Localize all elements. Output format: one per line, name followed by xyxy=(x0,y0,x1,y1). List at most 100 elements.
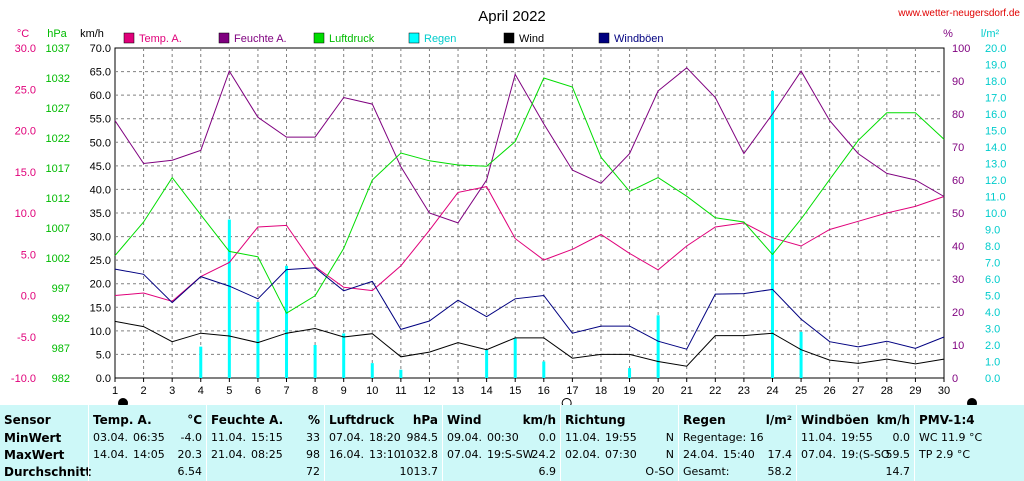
humidity-tick-label: 80 xyxy=(952,109,964,121)
x-tick-label: 27 xyxy=(852,385,864,397)
wind-tick-label: 10.0 xyxy=(90,326,111,338)
pressure-unit: hPa xyxy=(412,413,438,427)
humidity-tick-label: 20 xyxy=(952,307,964,319)
x-tick-label: 19 xyxy=(623,385,635,397)
rain-bar xyxy=(199,346,203,378)
rain-bars xyxy=(199,90,803,379)
new-moon-icon xyxy=(118,398,128,405)
temp-max-value: 20.3 xyxy=(177,448,203,461)
humidity-min-date: 11.04. xyxy=(211,431,246,444)
rain-bar xyxy=(399,369,403,378)
pressure-tick-label: 997 xyxy=(52,283,70,295)
gust-column: Windböen km/h 11.04. 19:55 0.0 07.04. 19:(S-… xyxy=(797,405,914,481)
x-tick-label: 12 xyxy=(423,385,435,397)
rain-tick-label: 20.0 xyxy=(985,43,1006,55)
temp-tick-label: 10.0 xyxy=(15,208,36,220)
temp-tick-label: 25.0 xyxy=(15,84,36,96)
rain-tick-label: 4.0 xyxy=(985,307,1000,319)
humidity-min-time: 15:15 xyxy=(251,431,283,444)
rain-tick-label: 0.0 xyxy=(985,373,1000,385)
new-moon-icon xyxy=(967,398,977,405)
temp-tick-label: 5.0 xyxy=(21,249,36,261)
x-tick-label: 30 xyxy=(938,385,950,397)
wind-tick-label: 15.0 xyxy=(90,302,111,314)
humidity-tick-label: 50 xyxy=(952,208,964,220)
x-tick-label: 1 xyxy=(112,385,118,397)
temp-average: 6.54 xyxy=(177,465,203,478)
x-tick-label: 29 xyxy=(909,385,921,397)
rain-bar xyxy=(770,90,774,379)
rain-bar xyxy=(628,368,632,378)
wind-tick-label: 35.0 xyxy=(90,208,111,220)
temp-min-time: 06:35 xyxy=(133,431,165,444)
temp-column: Temp. A. °C 03.04. 06:35 -4.0 14.04. 14:05 20… xyxy=(89,405,206,481)
humidity-tick-label: 0 xyxy=(952,373,958,385)
x-tick-label: 24 xyxy=(766,385,778,397)
pressure-line xyxy=(114,77,945,314)
wind-unit: km/h xyxy=(522,413,556,427)
temp-max-date: 14.04. xyxy=(93,448,128,461)
humidity-tick-label: 90 xyxy=(952,76,964,88)
chart-title: April 2022 xyxy=(478,8,546,25)
humidity-tick-label: 70 xyxy=(952,142,964,154)
legend-label: Luftdruck xyxy=(329,33,375,45)
temp-min-date: 03.04. xyxy=(93,431,128,444)
wind-tick-label: 65.0 xyxy=(90,67,111,79)
direction-header: Richtung xyxy=(565,413,626,427)
moon-phases xyxy=(118,398,977,405)
x-tick-label: 4 xyxy=(198,385,204,397)
rain-tick-label: 10.0 xyxy=(985,208,1006,220)
x-axis: 1 2 3 4 5 6 7 8 9 10 11 12 13 14 15 16 17 18 19 20 21 22 23 24 2… xyxy=(112,378,950,397)
rain-axis-unit: l/m² xyxy=(981,28,1000,40)
x-tick-label: 22 xyxy=(709,385,721,397)
pressure-tick-label: 992 xyxy=(52,313,70,325)
pressure-header: Luftdruck xyxy=(329,413,395,427)
pressure-tick-label: 1017 xyxy=(46,163,70,175)
pressure-tick-label: 1032 xyxy=(46,73,70,85)
rain-tick-label: 6.0 xyxy=(985,274,1000,286)
rain-tick-label: 17.0 xyxy=(985,93,1006,105)
wind-tick-label: 60.0 xyxy=(90,90,111,102)
rain-max-time: 15:40 xyxy=(723,448,755,461)
rain-days: Regentage: 16 xyxy=(683,431,764,444)
pressure-column: Luftdruck hPa 07.04. 18:20 984.5 16.04. 13:1… xyxy=(325,405,442,481)
x-tick-label: 25 xyxy=(795,385,807,397)
humidity-min-value: 33 xyxy=(306,431,320,444)
website-link[interactable]: www.wetter-neugersdorf.de xyxy=(897,8,1020,19)
temp-max-time: 14:05 xyxy=(133,448,165,461)
pressure-tick-label: 987 xyxy=(52,343,70,355)
x-tick-label: 5 xyxy=(226,385,232,397)
wind-max-value: 24.2 xyxy=(531,448,557,461)
gust-average: 14.7 xyxy=(885,465,911,478)
x-tick-label: 7 xyxy=(283,385,289,397)
legend-label: Feuchte A. xyxy=(234,33,287,45)
temp-tick-label: 0.0 xyxy=(21,291,36,303)
legend-label: Wind xyxy=(519,33,544,45)
wind-min-date: 09.04. xyxy=(447,431,482,444)
pressure-max-date: 16.04. xyxy=(329,448,364,461)
x-tick-label: 14 xyxy=(480,385,492,397)
direction-max-date: 02.04. xyxy=(565,448,600,461)
rain-bar xyxy=(370,363,374,378)
wind-column: Wind km/h 09.04. 00:30 0.0 07.04. 19:S-SW 24.… xyxy=(443,405,560,481)
pmv-header: PMV-1:4 xyxy=(919,413,975,427)
pressure-tick-label: 1012 xyxy=(46,193,70,205)
direction-max-value: N xyxy=(665,448,674,461)
wind-tick-label: 5.0 xyxy=(96,349,111,361)
rain-bar xyxy=(313,345,317,378)
gust-min-time: 19:55 xyxy=(841,431,873,444)
series-lines xyxy=(114,67,945,367)
rain-header: Regen xyxy=(683,413,726,427)
humidity-tick-label: 40 xyxy=(952,241,964,253)
legend-swatch xyxy=(408,32,420,44)
temp-axis-unit: °C xyxy=(17,28,29,40)
sensor-header: Sensor xyxy=(4,413,51,427)
pressure-min-value: 984.5 xyxy=(406,431,439,444)
legend-label: Windböen xyxy=(614,33,664,45)
rain-unit: l/m² xyxy=(765,413,792,427)
direction-min-time: 19:55 xyxy=(605,431,637,444)
rain-bar xyxy=(513,338,517,378)
gust-line xyxy=(114,267,945,350)
pressure-max-time: 13:10 xyxy=(369,448,401,461)
gust-unit: km/h xyxy=(876,413,910,427)
